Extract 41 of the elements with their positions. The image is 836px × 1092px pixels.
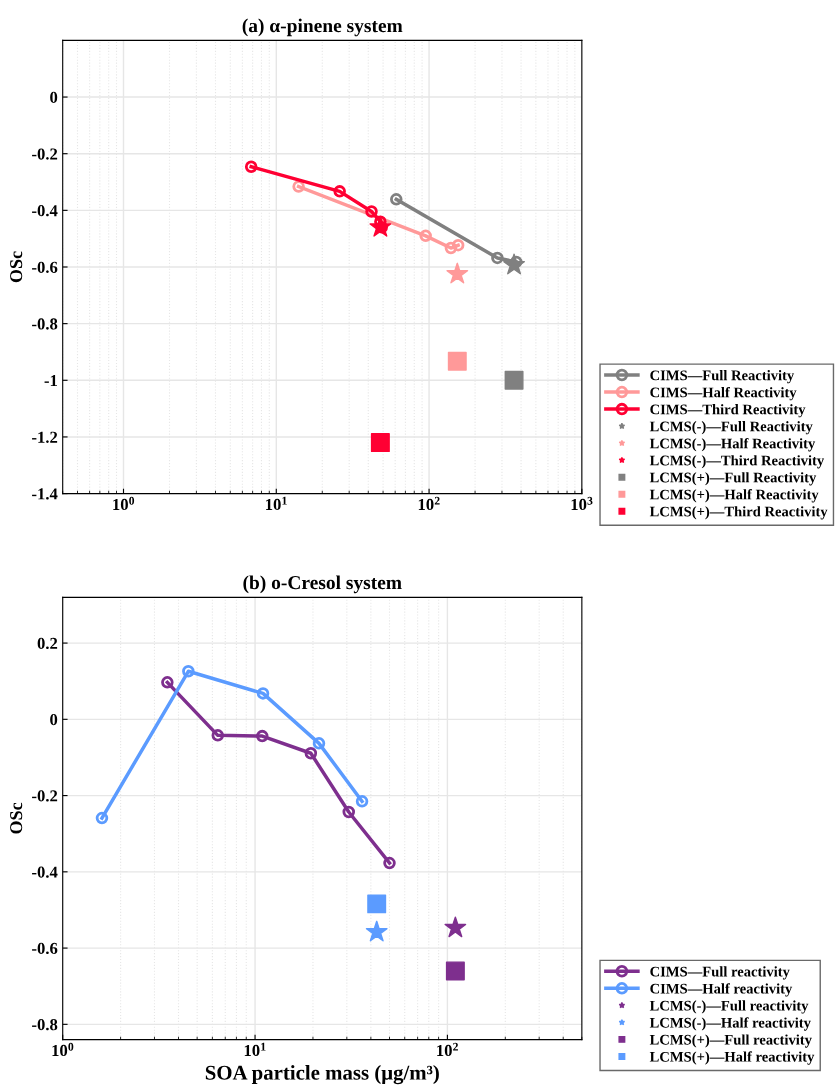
y-tick-label: -0.8 [32,1019,58,1031]
y-tick-label: -0.8 [32,318,58,330]
y-tick-label: -0.6 [32,942,58,955]
chart-title: (a) α-pinene system [242,18,403,37]
x-tick-label: 10$^{1}$ [244,1042,266,1057]
legend-label: LCMS(+)—Third Reactivity [649,506,828,520]
y-tick-label: -1.2 [32,431,58,443]
y-tick-label: -0.4 [32,866,58,878]
legend-label: CIMS—Half reactivity [650,983,793,997]
y-tick-label: 0 [50,91,58,103]
x-tick-label: 10$^{2}$ [418,496,440,511]
legend-label: LCMS(-)—Third Reactivity [649,455,825,469]
y-tick-label: 0 [50,714,58,726]
legend-label: CIMS—Full Reactivity [650,370,795,384]
x-tick-label: 10$^{1}$ [266,496,287,511]
y-tick-label: -1 [44,375,57,387]
legend-label: CIMS—Full reactivity [650,966,790,980]
y-tick-label: 0.2 [37,637,58,650]
legend-label: LCMS(+)—Half Reactivity [649,489,819,503]
y-axis-title: OSc [10,251,23,283]
legend-label: LCMS(+)—Half reactivity [649,1051,815,1065]
legend-label: CIMS—Third Reactivity [650,404,806,418]
x-tick-label: 10$^{3}$ [571,496,593,511]
legend-label: LCMS(-)—Full reactivity [649,1000,809,1014]
x-tick-label: 10$^{2}$ [437,1042,458,1057]
x-tick-label: 10$^{0}$ [113,496,135,511]
chart-title: (b) o-Cresol system [243,575,402,594]
legend-label: CIMS—Half Reactivity [650,386,797,401]
y-tick-label: -0.6 [32,261,58,274]
legend-label: LCMS(-)—Half Reactivity [649,438,816,452]
y-axis-title: OSc [10,802,23,834]
y-tick-label: -0.4 [32,205,58,217]
x-tick-label: 10$^{0}$ [52,1042,74,1057]
y-tick-label: -0.2 [32,148,58,160]
y-tick-label: -0.2 [32,790,58,802]
x-axis-title: SOA particle mass (μg/m³) [205,1065,439,1085]
legend-label: LCMS(-)—Full Reactivity [649,421,813,435]
legend-label: LCMS(+)—Full reactivity [649,1034,812,1048]
y-tick-label: -1.4 [32,488,58,500]
legend-label: LCMS(-)—Half reactivity [649,1017,811,1031]
legend-label: LCMS(+)—Full Reactivity [649,472,817,486]
